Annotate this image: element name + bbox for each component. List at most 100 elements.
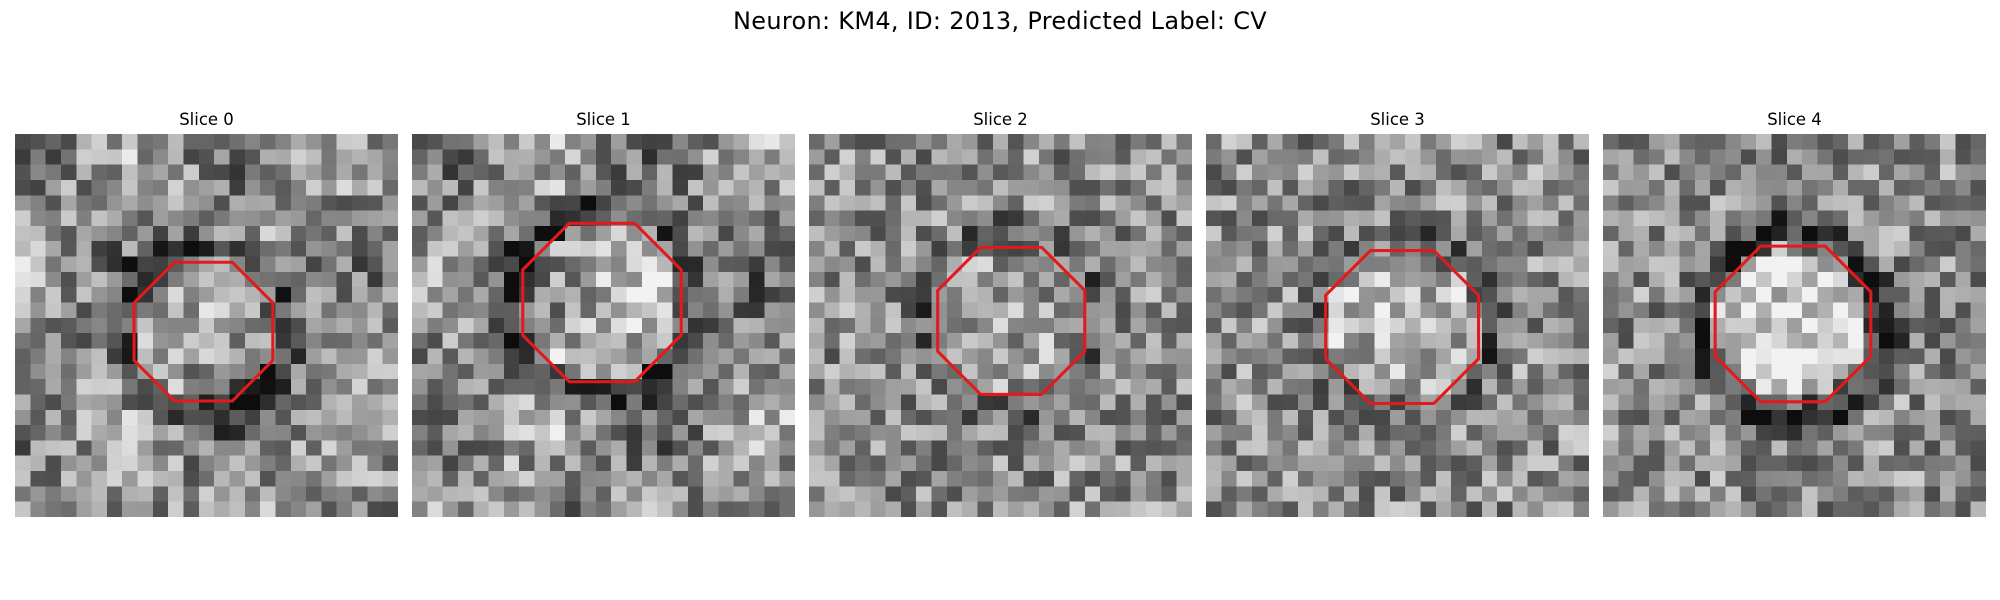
pixel	[488, 379, 505, 395]
pixel	[1282, 501, 1299, 517]
pixel	[641, 425, 658, 441]
pixel	[749, 455, 765, 472]
pixel	[1756, 440, 1772, 457]
pixel	[1405, 409, 1421, 426]
pixel	[60, 471, 77, 487]
pixel	[1374, 164, 1391, 181]
pixel	[229, 179, 246, 196]
pixel	[1451, 471, 1467, 487]
pixel	[336, 225, 353, 242]
pixel	[1282, 210, 1299, 227]
pixel	[1130, 271, 1147, 288]
pixel	[198, 471, 215, 487]
pixel	[1940, 317, 1956, 334]
pixel	[1282, 271, 1299, 288]
pixel	[1115, 501, 1132, 517]
pixel	[1161, 241, 1177, 257]
pixel	[321, 348, 338, 365]
pixel	[442, 409, 459, 426]
pixel	[442, 333, 459, 349]
pixel	[1802, 287, 1818, 303]
pixel	[1558, 134, 1574, 150]
pixel	[168, 455, 184, 472]
pixel	[15, 333, 31, 349]
pixel	[1405, 440, 1421, 457]
pixel	[91, 225, 108, 242]
pixel	[1420, 302, 1437, 319]
pixel	[1771, 134, 1788, 150]
pixel	[1543, 317, 1559, 334]
pixel	[885, 317, 902, 334]
pixel	[779, 471, 795, 487]
pixel	[1664, 501, 1680, 517]
pixel	[1878, 271, 1895, 288]
pixel	[672, 363, 689, 380]
pixel	[1221, 241, 1237, 257]
pixel	[1648, 394, 1665, 411]
pixel	[1771, 225, 1788, 242]
pixel	[352, 348, 368, 365]
pixel	[809, 471, 825, 487]
pixel	[1359, 134, 1375, 150]
pixel	[1924, 210, 1941, 227]
pixel	[1940, 348, 1956, 365]
pixel	[1543, 225, 1559, 242]
pixel	[1374, 241, 1391, 257]
pixel	[1955, 440, 1971, 457]
pixel	[1435, 317, 1452, 334]
pixel	[321, 179, 338, 196]
pixel	[916, 195, 932, 211]
pixel	[1038, 363, 1055, 380]
pixel	[168, 302, 184, 319]
pixel	[703, 195, 719, 211]
pixel	[779, 210, 795, 227]
pixel	[1970, 195, 1986, 211]
pixel	[91, 425, 108, 441]
pixel	[412, 455, 428, 472]
pixel	[1100, 363, 1116, 380]
pixel	[1771, 256, 1788, 273]
pixel	[1497, 425, 1513, 441]
pixel	[1802, 379, 1818, 395]
pixel	[106, 333, 123, 349]
pixel	[931, 134, 948, 150]
pixel	[1008, 486, 1024, 502]
pixel	[1374, 471, 1391, 487]
pixel	[1161, 164, 1177, 181]
pixel	[962, 225, 978, 242]
pixel	[442, 271, 459, 288]
pixel	[1786, 317, 1803, 334]
pixel	[595, 179, 612, 196]
pixel	[1328, 394, 1345, 411]
pixel	[290, 501, 307, 517]
pixel	[1832, 195, 1849, 211]
pixel	[1267, 379, 1283, 395]
pixel	[168, 287, 184, 303]
pixel	[306, 179, 322, 196]
pixel	[1497, 149, 1513, 165]
pixel	[824, 271, 840, 288]
pixel	[229, 149, 246, 165]
pixel	[962, 302, 978, 319]
pixel	[1558, 210, 1574, 227]
pixel	[1970, 425, 1986, 441]
pixel	[1130, 210, 1147, 227]
pixel	[137, 394, 154, 411]
pixel	[1497, 225, 1513, 242]
pixel	[1236, 471, 1253, 487]
pixel	[336, 471, 353, 487]
pixel	[122, 241, 138, 257]
pixel	[367, 149, 383, 165]
pixel	[1328, 210, 1345, 227]
pixel	[718, 501, 735, 517]
pixel	[76, 256, 92, 273]
pixel	[1374, 225, 1391, 242]
pixel	[45, 317, 62, 334]
pixel	[703, 287, 719, 303]
pixel	[457, 379, 474, 395]
pixel	[824, 179, 840, 196]
pixel	[1451, 333, 1467, 349]
pixel	[229, 241, 246, 257]
pixel	[1236, 241, 1253, 257]
pixel	[1771, 486, 1788, 502]
